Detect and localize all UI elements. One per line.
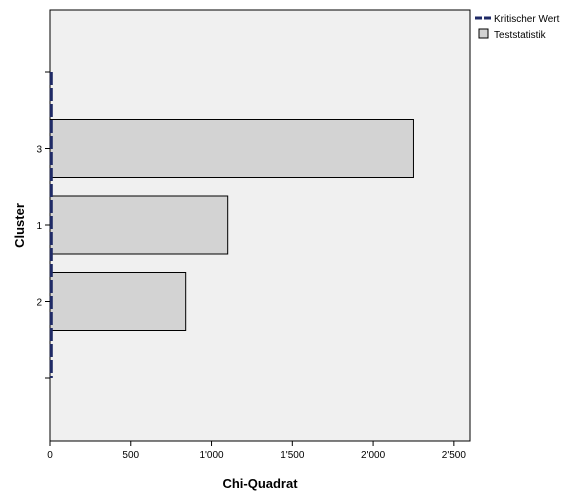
x-axis: 0 500 1'000 1'500 2'000 2'500 (47, 441, 466, 461)
bar-cluster-1 (49, 195, 229, 255)
y-axis: 3 1 2 (36, 71, 50, 379)
y-tick-label: 3 (36, 145, 42, 156)
x-axis-title: Chi-Quadrat (222, 476, 298, 491)
legend-reference-label: Kritischer Wert (494, 14, 560, 25)
bars-group (49, 119, 414, 331)
bar-cluster-2 (49, 272, 187, 331)
legend: Kritischer Wert Teststatistik (475, 14, 560, 41)
x-tick-label: 500 (122, 450, 139, 461)
x-tick-label: 2'000 (361, 450, 386, 461)
y-axis-title: Cluster (12, 203, 27, 248)
legend-bar-label: Teststatistik (494, 30, 547, 41)
y-tick-label: 1 (36, 221, 42, 232)
legend-bar-swatch (478, 28, 489, 39)
x-tick-label: 0 (47, 450, 53, 461)
x-tick-label: 1'000 (199, 450, 224, 461)
x-tick-label: 1'500 (280, 450, 305, 461)
x-tick-label: 2'500 (442, 450, 467, 461)
y-tick-label: 2 (36, 298, 42, 309)
bar-cluster-3 (49, 119, 414, 178)
